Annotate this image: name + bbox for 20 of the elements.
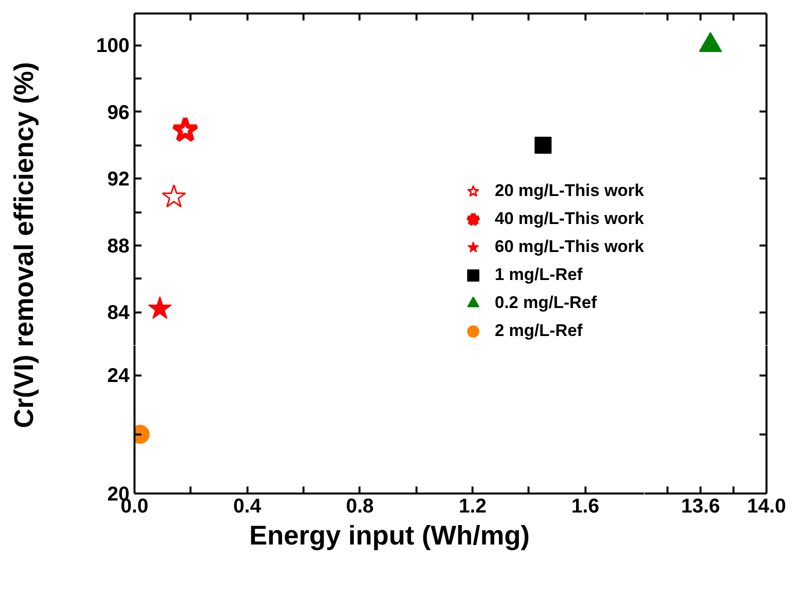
legend-label: 2 mg/L-Ref [494,320,583,342]
x-tick-label: 1.6 [571,496,600,518]
x-tick-label: 0.4 [233,496,262,518]
y-tick-label: 100 [96,35,130,58]
legend-label: 1 mg/L-Ref [494,264,583,286]
y-tick-label: 88 [107,235,130,258]
legend-label: 60 mg/L-This work [494,236,644,258]
y-tick-label: 96 [107,102,130,124]
y-tick-label: 24 [107,365,130,388]
legend-label: 40 mg/L-This work [494,208,644,230]
x-tick-label: 1.2 [458,496,487,518]
x-tick-label: 0.8 [346,496,374,518]
y-tick-label: 84 [107,302,130,324]
legend-label: 0.2 mg/L-Ref [494,292,597,314]
x-tick-label: 14.0 [747,496,786,518]
x-axis-title: Energy input (Wh/mg) [249,520,530,550]
x-tick-label: 13.6 [681,496,720,518]
y-axis-title: Cr(VI) removal efficiency (%) [8,62,40,428]
legend-label: 20 mg/L-This work [494,180,644,202]
y-tick-label: 92 [107,168,130,191]
